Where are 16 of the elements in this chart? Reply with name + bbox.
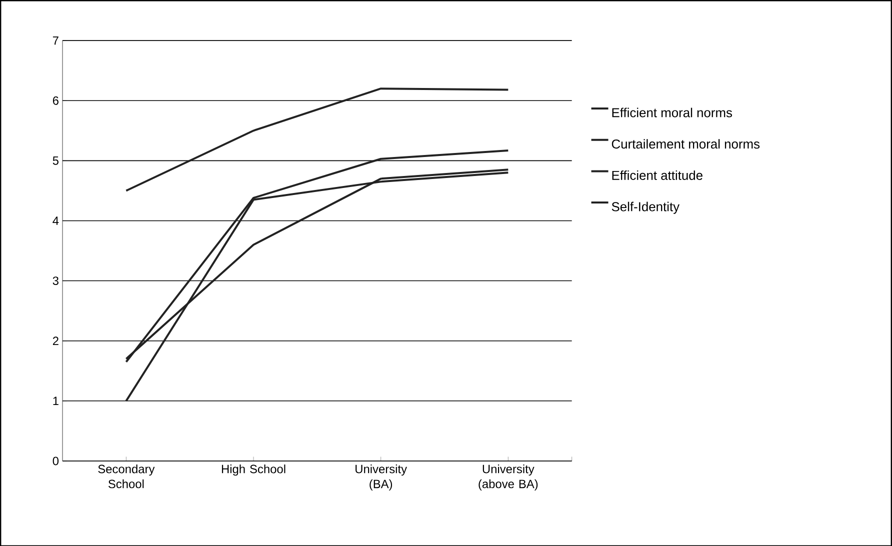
legend-label: Efficient attitude bbox=[612, 170, 702, 180]
x-tick-label: University (BA) bbox=[356, 464, 408, 490]
legend-label: Efficient moral norms bbox=[612, 108, 732, 118]
legend-label: Self-Identity bbox=[612, 202, 680, 214]
legend-label: Curtailement moral norms bbox=[612, 138, 760, 148]
y-tick-label: 3 bbox=[52, 276, 58, 285]
x-tick-label: High School bbox=[222, 464, 286, 476]
y-tick-label: 2 bbox=[52, 336, 58, 345]
x-tick-label: University (above BA) bbox=[478, 464, 538, 490]
y-tick-label: 5 bbox=[52, 156, 58, 165]
y-tick-label: 7 bbox=[52, 36, 58, 44]
x-tick-label: Secondary School bbox=[98, 464, 155, 488]
y-tick-label: 6 bbox=[52, 96, 58, 105]
y-tick-label: 1 bbox=[53, 396, 58, 405]
y-tick-label: 0 bbox=[52, 456, 59, 465]
y-tick-label: 4 bbox=[52, 216, 59, 225]
